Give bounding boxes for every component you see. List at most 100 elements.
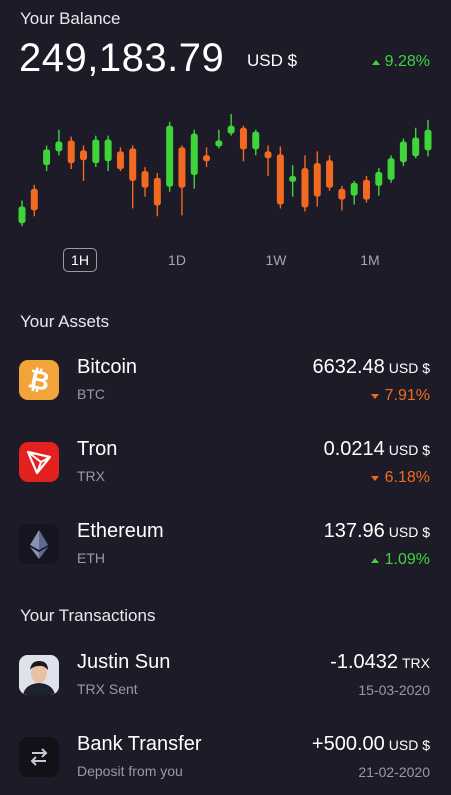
asset-symbol: TRX bbox=[77, 468, 105, 484]
asset-value-number: 0.0214 bbox=[323, 438, 385, 460]
candle bbox=[104, 135, 112, 172]
bitcoin-icon: ₿ bbox=[19, 360, 59, 400]
candle-body bbox=[43, 149, 51, 166]
transaction-date: 21-02-2020 bbox=[358, 764, 430, 780]
transaction-row-bank-transfer[interactable]: Bank Transfer Deposit from you +500.00 US… bbox=[0, 733, 451, 795]
candle-body bbox=[104, 139, 112, 162]
candle bbox=[338, 185, 346, 211]
candle bbox=[387, 155, 395, 183]
transaction-row-justin-sun[interactable]: Justin Sun TRX Sent -1.0432 TRX 15-03-202… bbox=[0, 651, 451, 715]
candle-body bbox=[399, 141, 407, 163]
asset-value-number: 137.96 bbox=[323, 520, 385, 542]
asset-change-value: 6.18% bbox=[384, 469, 430, 486]
assets-title: Your Assets bbox=[20, 312, 110, 331]
candle-body bbox=[375, 172, 383, 186]
asset-value: 6632.48 USD $ bbox=[312, 356, 430, 379]
balance-change: 9.28% bbox=[371, 53, 430, 71]
candle bbox=[313, 151, 321, 207]
candle-body bbox=[338, 188, 346, 200]
candle bbox=[326, 155, 334, 191]
transaction-subtitle: TRX Sent bbox=[77, 681, 138, 697]
candle-body bbox=[350, 182, 358, 196]
candle-body bbox=[276, 154, 284, 205]
candle-body bbox=[153, 177, 161, 206]
asset-value-unit: USD $ bbox=[388, 360, 430, 376]
candle bbox=[18, 200, 26, 227]
candle bbox=[276, 146, 284, 209]
candle bbox=[80, 145, 88, 181]
candle bbox=[116, 147, 124, 172]
candle bbox=[141, 167, 149, 197]
transaction-subtitle: Deposit from you bbox=[77, 763, 183, 779]
tron-icon bbox=[19, 442, 59, 482]
transaction-value: -1.0432 TRX bbox=[330, 651, 430, 674]
asset-row-ethereum[interactable]: Ethereum ETH 137.96 USD $ 1.09% bbox=[0, 520, 451, 584]
candle bbox=[215, 129, 223, 149]
ethereum-icon bbox=[19, 524, 59, 564]
candle bbox=[67, 136, 75, 170]
avatar bbox=[19, 655, 59, 695]
candle-body bbox=[326, 160, 334, 188]
candle-body bbox=[252, 131, 260, 150]
timeframe-1h[interactable]: 1H bbox=[63, 248, 97, 272]
asset-change-value: 1.09% bbox=[384, 551, 430, 568]
svg-text:₿: ₿ bbox=[25, 364, 52, 398]
candle-body bbox=[387, 158, 395, 180]
transaction-name: Justin Sun bbox=[77, 651, 171, 673]
candle-body bbox=[129, 148, 137, 181]
timeframe-selector: 1H 1D 1W 1M bbox=[0, 248, 451, 274]
down-arrow-icon bbox=[370, 393, 379, 399]
candle bbox=[412, 127, 420, 159]
candle bbox=[239, 125, 247, 162]
candle bbox=[190, 129, 198, 189]
candle-body bbox=[18, 206, 26, 224]
candle-body bbox=[227, 125, 235, 134]
asset-change: 1.09% bbox=[370, 551, 430, 569]
transactions-title: Your Transactions bbox=[20, 606, 156, 625]
candlestick-chart bbox=[18, 113, 432, 227]
candle-body bbox=[264, 151, 272, 159]
transaction-name: Bank Transfer bbox=[77, 733, 202, 755]
candle bbox=[178, 145, 186, 216]
timeframe-1w[interactable]: 1W bbox=[265, 252, 287, 268]
candle bbox=[252, 129, 260, 156]
candle-body bbox=[313, 163, 321, 197]
balance-change-value: 9.28% bbox=[384, 53, 430, 70]
asset-name: Bitcoin bbox=[77, 356, 138, 378]
candle-body bbox=[301, 168, 309, 208]
candle-body bbox=[412, 137, 420, 157]
up-arrow-icon bbox=[370, 557, 379, 563]
timeframe-1m[interactable]: 1M bbox=[360, 252, 380, 268]
asset-row-tron[interactable]: Tron TRX 0.0214 USD $ 6.18% bbox=[0, 438, 451, 502]
timeframe-1d[interactable]: 1D bbox=[168, 252, 186, 268]
transfer-icon bbox=[19, 737, 59, 777]
candle bbox=[264, 145, 272, 176]
asset-symbol: ETH bbox=[77, 550, 105, 566]
candle-body bbox=[424, 129, 432, 151]
candle bbox=[43, 145, 51, 172]
candle bbox=[399, 138, 407, 167]
candle-body bbox=[166, 125, 174, 187]
asset-row-bitcoin[interactable]: ₿ Bitcoin BTC 6632.48 USD $ 7.91% bbox=[0, 356, 451, 420]
balance-amount: 249,183.79 bbox=[19, 36, 225, 80]
asset-change-value: 7.91% bbox=[384, 387, 430, 404]
asset-value-unit: USD $ bbox=[388, 524, 430, 540]
candle-body bbox=[92, 139, 100, 164]
transaction-value: +500.00 USD $ bbox=[312, 733, 430, 756]
candle bbox=[166, 121, 174, 192]
asset-change: 6.18% bbox=[370, 469, 430, 487]
candle-body bbox=[141, 171, 149, 188]
asset-value-unit: USD $ bbox=[388, 442, 430, 458]
up-arrow-icon bbox=[371, 59, 380, 65]
candle bbox=[92, 135, 100, 168]
asset-value: 0.0214 USD $ bbox=[324, 438, 430, 461]
asset-symbol: BTC bbox=[77, 386, 105, 402]
transaction-date: 15-03-2020 bbox=[358, 682, 430, 698]
balance-label: Your Balance bbox=[20, 9, 121, 28]
candle bbox=[350, 180, 358, 205]
asset-name: Ethereum bbox=[77, 520, 164, 542]
candle-body bbox=[215, 140, 223, 147]
transaction-value-unit: TRX bbox=[402, 655, 430, 671]
candle-body bbox=[55, 141, 63, 152]
candle-body bbox=[178, 147, 186, 188]
